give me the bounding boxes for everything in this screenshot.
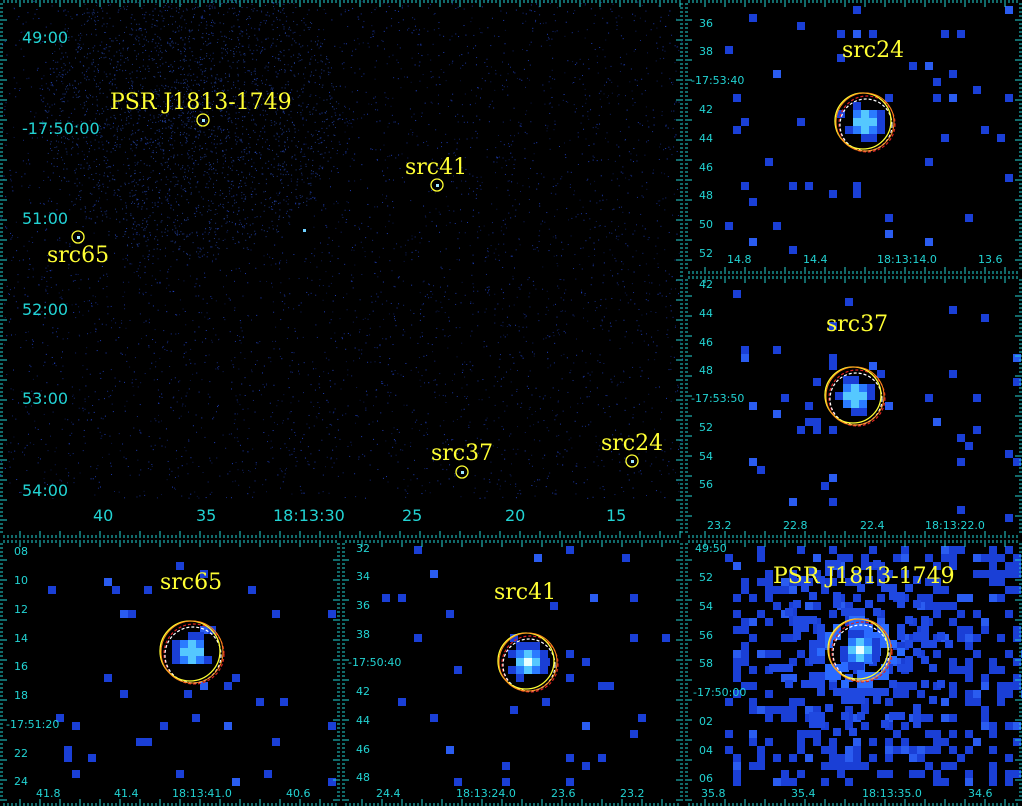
y-tick: 22 xyxy=(14,747,28,760)
x-tick: 23.6 xyxy=(551,787,576,800)
y-tick: -17:50:00 xyxy=(693,686,747,699)
y-tick: 24 xyxy=(14,775,28,788)
x-tick: 22.8 xyxy=(783,519,808,532)
x-tick: 18:13:30 xyxy=(273,506,345,525)
x-tick: 41.4 xyxy=(114,787,139,800)
y-tick: 54 xyxy=(699,450,713,463)
y-tick: 49:00 xyxy=(22,28,69,47)
label-src24: src24 xyxy=(601,431,664,456)
main-field-panel: PSR J1813-1749 src41 src65 src37 src24 4… xyxy=(0,0,683,538)
y-tick: 36 xyxy=(699,17,713,30)
x-tick: 35.8 xyxy=(701,787,726,800)
y-tick: 42 xyxy=(699,103,713,116)
label-psr: PSR J1813-1749 xyxy=(110,90,292,115)
main-field-image xyxy=(0,0,683,538)
y-tick: 18 xyxy=(14,689,28,702)
y-tick: 44 xyxy=(356,714,370,727)
panel-title-psr: PSR J1813-1749 xyxy=(773,564,955,589)
y-tick: -17:50:00 xyxy=(22,119,100,138)
src24-zoom-panel: src24 36 38 -17:53:40 42 44 46 48 50 52 … xyxy=(685,0,1022,274)
src37-zoom-panel: src37 42 44 46 48 -17:53:50 52 54 56 23.… xyxy=(685,276,1022,538)
x-tick: 24.4 xyxy=(376,787,401,800)
x-tick: 40 xyxy=(93,506,114,525)
x-tick: 40.6 xyxy=(286,787,311,800)
y-tick: 44 xyxy=(699,132,713,145)
y-tick: 48 xyxy=(699,189,713,202)
y-tick: 48 xyxy=(699,364,713,377)
x-tick: 20 xyxy=(505,506,526,525)
y-tick: -17:53:50 xyxy=(691,392,745,405)
y-tick: 44 xyxy=(699,307,713,320)
src41-zoom-panel: src41 32 34 36 38 -17:50:40 42 44 46 48 … xyxy=(342,540,683,806)
panel-title-src65: src65 xyxy=(160,570,223,595)
x-tick: 34.6 xyxy=(968,787,993,800)
y-tick: 32 xyxy=(356,542,370,555)
x-tick: 35.4 xyxy=(791,787,816,800)
y-tick: 42 xyxy=(699,278,713,291)
y-tick: 46 xyxy=(699,336,713,349)
x-tick: 18:13:41.0 xyxy=(172,787,232,800)
x-tick: 23.2 xyxy=(620,787,645,800)
x-tick: 18:13:35.0 xyxy=(862,787,922,800)
src37-zoom-image xyxy=(685,276,1022,538)
y-tick: 36 xyxy=(356,599,370,612)
src65-zoom-panel: src65 08 10 12 14 16 18 -17:51:20 22 24 … xyxy=(0,540,340,806)
y-tick: 38 xyxy=(356,628,370,641)
src41-zoom-image xyxy=(342,540,683,806)
panel-title-src37: src37 xyxy=(826,312,889,337)
panel-title-src41: src41 xyxy=(494,580,557,605)
psr-zoom-image xyxy=(685,540,1022,806)
y-tick: 04 xyxy=(699,744,713,757)
y-tick: 38 xyxy=(699,45,713,58)
panel-title-src24: src24 xyxy=(842,38,905,63)
y-tick: 12 xyxy=(14,603,28,616)
y-tick: 53:00 xyxy=(22,389,69,408)
x-tick: 22.4 xyxy=(860,519,885,532)
y-tick: -17:50:40 xyxy=(348,656,402,669)
y-tick: 54:00 xyxy=(22,481,69,500)
x-tick: 23.2 xyxy=(707,519,732,532)
y-tick: 42 xyxy=(356,685,370,698)
y-tick: 46 xyxy=(699,161,713,174)
y-tick: 51:00 xyxy=(22,209,69,228)
y-tick: 56 xyxy=(699,629,713,642)
src24-zoom-image xyxy=(685,0,1022,274)
x-tick: 13.6 xyxy=(978,253,1003,266)
x-tick: 18:13:22.0 xyxy=(925,519,985,532)
y-tick: 06 xyxy=(699,772,713,785)
x-tick: 18:13:24.0 xyxy=(456,787,516,800)
y-tick: 54 xyxy=(699,600,713,613)
x-tick: 15 xyxy=(606,506,627,525)
y-tick: 52 xyxy=(699,421,713,434)
label-src65: src65 xyxy=(47,243,110,268)
y-tick: 14 xyxy=(14,632,28,645)
x-tick: 25 xyxy=(402,506,423,525)
y-tick: 16 xyxy=(14,660,28,673)
y-tick: 48 xyxy=(356,771,370,784)
psr-zoom-panel: PSR J1813-1749 49:50 52 54 56 58 -17:50:… xyxy=(685,540,1022,806)
label-src41: src41 xyxy=(405,155,468,180)
y-tick: 49:50 xyxy=(695,542,727,555)
y-tick: -17:51:20 xyxy=(6,718,60,731)
y-tick: 10 xyxy=(14,574,28,587)
x-tick: 14.4 xyxy=(803,253,828,266)
y-tick: 08 xyxy=(14,545,28,558)
y-tick: 58 xyxy=(699,657,713,670)
x-tick: 14.8 xyxy=(727,253,752,266)
y-tick: 50 xyxy=(699,218,713,231)
x-tick: 35 xyxy=(196,506,217,525)
label-src37: src37 xyxy=(431,441,494,466)
x-tick: 18:13:14.0 xyxy=(877,253,937,266)
y-tick: 02 xyxy=(699,715,713,728)
y-tick: 52:00 xyxy=(22,300,69,319)
y-tick: -17:53:40 xyxy=(691,74,745,87)
y-tick: 52 xyxy=(699,571,713,584)
y-tick: 46 xyxy=(356,743,370,756)
y-tick: 52 xyxy=(699,247,713,260)
y-tick: 34 xyxy=(356,570,370,583)
y-tick: 56 xyxy=(699,478,713,491)
x-tick: 41.8 xyxy=(36,787,61,800)
